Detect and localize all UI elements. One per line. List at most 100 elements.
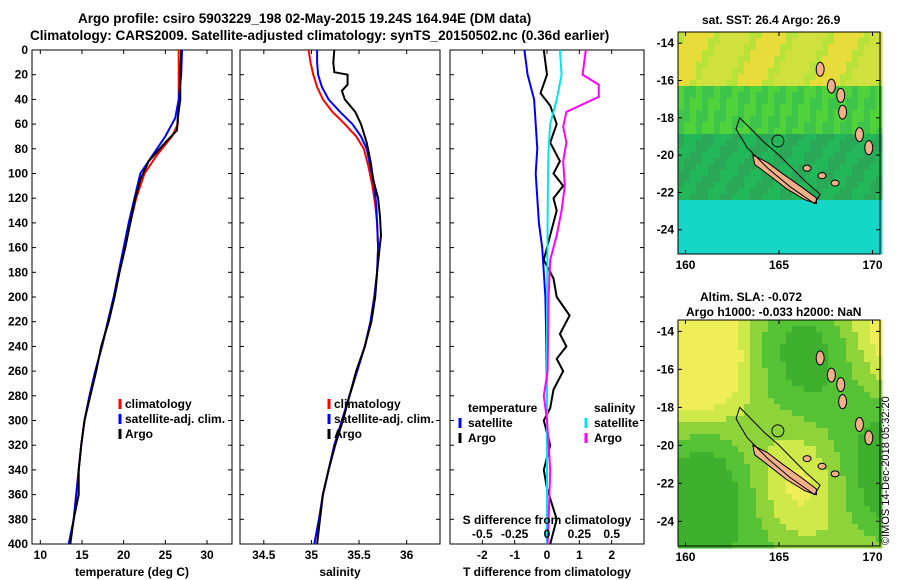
field-cell — [678, 38, 685, 45]
field-cell — [870, 182, 877, 189]
field-cell — [876, 500, 883, 507]
field-cell — [696, 92, 703, 99]
field-cell — [822, 512, 829, 519]
field-cell — [804, 332, 811, 339]
field-cell — [858, 320, 865, 327]
vanuatu-island — [864, 430, 874, 446]
field-cell — [864, 152, 871, 159]
series-line-salinity-satellite — [546, 49, 563, 544]
field-cell — [822, 350, 829, 357]
field-cell — [684, 152, 691, 159]
field-cell — [846, 410, 853, 417]
field-cell — [750, 530, 757, 537]
field-cell — [732, 152, 739, 159]
field-cell — [744, 146, 751, 153]
sla-map-title-line1: Altim. SLA: -0.072 — [700, 290, 803, 304]
field-cell — [768, 116, 775, 123]
field-cell — [804, 224, 811, 231]
field-cell — [720, 392, 727, 399]
field-cell — [804, 350, 811, 357]
field-cell — [816, 200, 823, 207]
field-cell — [738, 86, 745, 93]
field-cell — [810, 410, 817, 417]
field-cell — [780, 32, 787, 39]
field-cell — [750, 422, 757, 429]
field-cell — [702, 230, 709, 237]
field-cell — [786, 536, 793, 543]
field-cell — [786, 392, 793, 399]
field-cell — [738, 368, 745, 375]
field-cell — [846, 392, 853, 399]
field-cell — [714, 404, 721, 411]
field-cell — [774, 212, 781, 219]
field-cell — [876, 380, 883, 387]
field-cell — [864, 344, 871, 351]
field-cell — [798, 74, 805, 81]
field-cell — [684, 428, 691, 435]
field-cell — [702, 428, 709, 435]
field-cell — [762, 518, 769, 525]
field-cell — [858, 32, 865, 39]
field-cell — [702, 332, 709, 339]
field-cell — [834, 530, 841, 537]
field-cell — [858, 362, 865, 369]
x-axis-label: temperature (deg C) — [75, 565, 189, 579]
field-cell — [816, 434, 823, 441]
field-cell — [678, 362, 685, 369]
field-cell — [768, 86, 775, 93]
field-cell — [738, 380, 745, 387]
field-cell — [708, 530, 715, 537]
field-cell — [708, 332, 715, 339]
field-cell — [810, 146, 817, 153]
field-cell — [708, 386, 715, 393]
field-cell — [810, 434, 817, 441]
field-cell — [684, 56, 691, 63]
field-cell — [846, 398, 853, 405]
field-cell — [744, 476, 751, 483]
field-cell — [726, 350, 733, 357]
field-cell — [714, 32, 721, 39]
field-cell — [774, 542, 781, 549]
y-tick-label: -22 — [657, 185, 675, 199]
field-cell — [798, 128, 805, 135]
field-cell — [792, 68, 799, 75]
field-cell — [762, 464, 769, 471]
field-cell — [756, 44, 763, 51]
field-cell — [768, 338, 775, 345]
field-cell — [834, 224, 841, 231]
field-cell — [846, 146, 853, 153]
field-cell — [732, 404, 739, 411]
field-cell — [678, 398, 685, 405]
field-cell — [774, 200, 781, 207]
field-cell — [750, 50, 757, 57]
field-cell — [858, 386, 865, 393]
field-cell — [756, 230, 763, 237]
field-cell — [702, 44, 709, 51]
field-cell — [822, 446, 829, 453]
field-cell — [702, 170, 709, 177]
field-cell — [684, 536, 691, 543]
field-cell — [708, 542, 715, 549]
field-cell — [768, 80, 775, 87]
field-cell — [870, 536, 877, 543]
field-cell — [846, 434, 853, 441]
field-cell — [726, 170, 733, 177]
field-cell — [870, 128, 877, 135]
field-cell — [864, 488, 871, 495]
field-cell — [762, 200, 769, 207]
field-cell — [720, 44, 727, 51]
field-cell — [846, 470, 853, 477]
field-cell — [732, 122, 739, 129]
field-cell — [768, 62, 775, 69]
field-cell — [816, 542, 823, 549]
field-cell — [756, 56, 763, 63]
field-cell — [786, 134, 793, 141]
field-cell — [828, 326, 835, 333]
field-cell — [768, 410, 775, 417]
field-cell — [870, 482, 877, 489]
field-cell — [732, 332, 739, 339]
field-cell — [714, 74, 721, 81]
field-cell — [852, 524, 859, 531]
field-cell — [744, 470, 751, 477]
